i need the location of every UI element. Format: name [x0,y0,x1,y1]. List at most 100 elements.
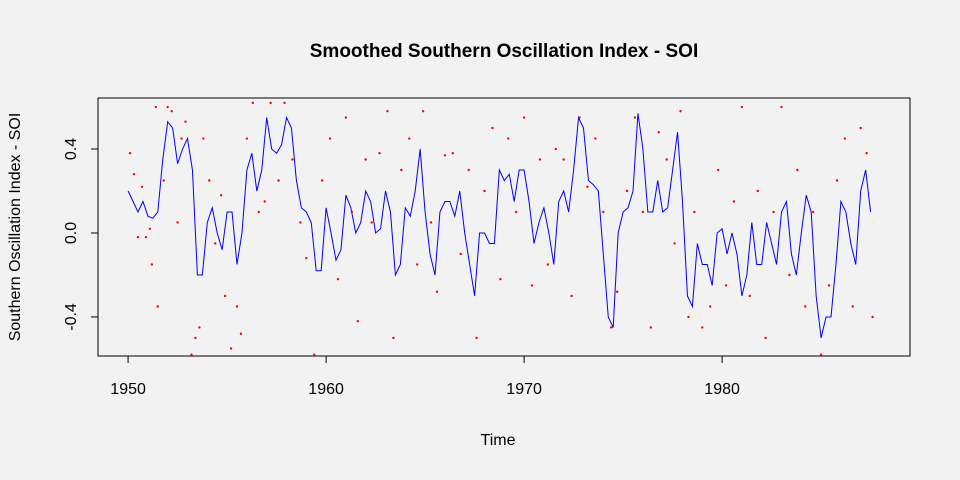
data-point [269,101,272,105]
data-point [219,193,223,197]
data-point [586,185,589,188]
data-point [305,256,308,260]
data-point [475,336,478,340]
data-point [166,105,169,109]
x-tick-label: 1980 [704,381,740,398]
data-point [693,210,696,214]
data-point [132,173,136,176]
data-point [350,210,354,214]
data-point [827,284,831,287]
data-point [263,200,266,203]
data-point [408,137,411,140]
x-axis-label: Time [481,432,516,449]
data-point [570,294,573,298]
data-point [378,152,381,155]
data-point [546,263,550,266]
x-tick-label: 1960 [308,381,344,398]
series-line [127,113,872,339]
data-point [148,227,152,230]
data-point [299,221,302,224]
y-tick-label: 0.4 [63,138,80,160]
data-point [229,347,233,350]
data-point [190,353,193,356]
data-point [245,137,249,140]
x-tick-label: 1970 [506,381,542,398]
data-point [665,158,668,161]
data-point [364,158,367,161]
data-point [156,305,159,308]
data-point [811,210,815,214]
data-point [356,319,359,323]
data-point [507,137,510,140]
data-point [594,137,597,140]
data-point [421,110,425,113]
data-point [291,158,294,161]
data-point [780,105,783,109]
chart-title: Smoothed Southern Oscillation Index - SO… [310,41,698,62]
data-point [538,158,542,161]
data-point [136,235,140,239]
data-point [459,252,462,256]
data-point [641,210,645,214]
data-point [615,290,619,293]
data-point [772,210,775,214]
data-point [443,154,447,157]
data-point [578,116,581,119]
y-tick-label: 0.0 [63,222,80,244]
data-point [554,147,557,151]
data-point [328,137,332,140]
data-point [223,294,227,298]
data-point [235,305,239,308]
data-point [602,210,605,214]
data-point [176,221,179,224]
data-point [491,126,494,130]
data-point [184,120,187,123]
data-point [154,105,158,109]
y-axis-label: Southern Oscillation Index - SOI [7,113,24,342]
data-point [633,116,637,119]
data-point [859,126,862,130]
data-point [150,263,154,266]
data-point [467,168,470,172]
x-tick-label: 1950 [110,381,146,398]
data-point [251,101,255,105]
data-point [649,326,653,329]
data-point [170,110,173,113]
data-point [748,294,752,298]
data-point [386,110,389,113]
data-point [180,137,183,140]
data-point [871,315,874,319]
data-point [724,284,728,287]
data-point [392,336,395,340]
data-point [214,242,217,245]
data-point [400,168,403,172]
data-point [202,137,205,140]
data-point [239,332,243,335]
data-point [764,336,767,340]
data-point [687,315,690,319]
data-point [756,189,759,193]
data-point [804,305,807,308]
data-point [344,116,348,119]
data-point [336,277,340,281]
data-point [835,179,839,182]
data-point [435,290,439,293]
data-point [483,189,486,193]
data-point [819,353,823,356]
data-point [128,152,132,155]
data-point [673,242,676,245]
data-point [851,305,854,308]
data-point [796,168,799,172]
data-point [716,168,720,172]
data-point [144,235,148,239]
data-point [277,179,280,182]
data-point [198,326,201,329]
data-point [709,305,712,308]
data-point [283,101,286,105]
data-point [679,110,682,113]
data-point [732,200,736,203]
data-point [415,263,419,266]
data-point [313,353,316,356]
